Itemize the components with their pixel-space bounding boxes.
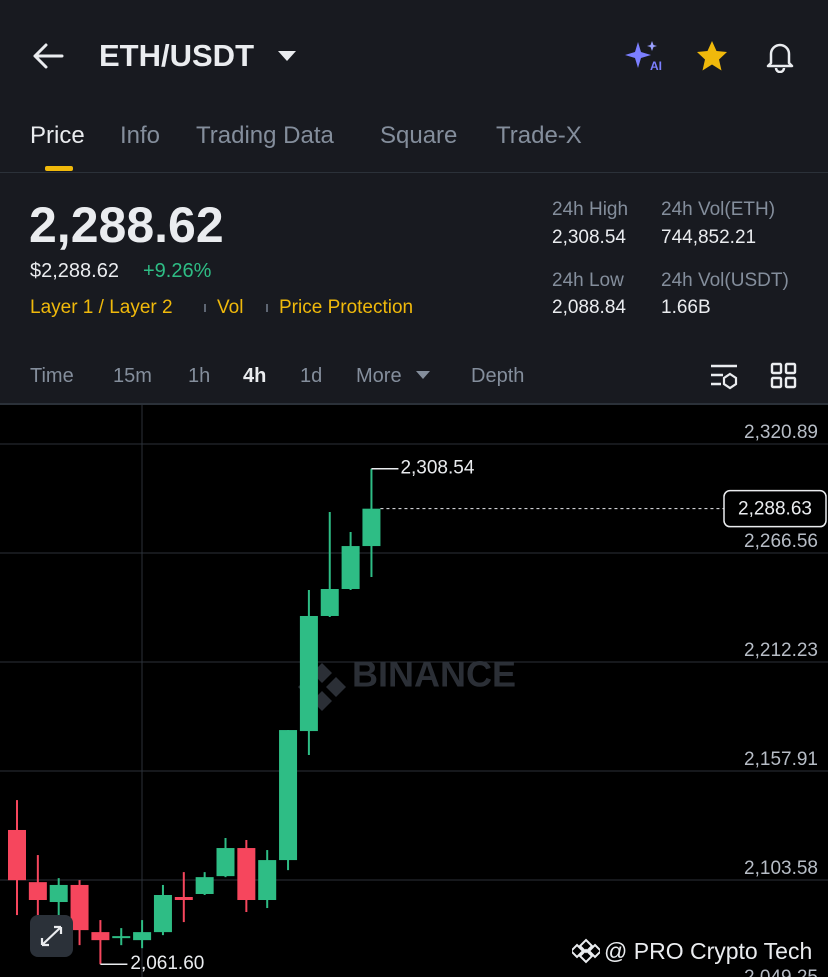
high-marker-label: 2,308.54 — [400, 458, 474, 479]
y-tick-label: 2,157.91 — [744, 749, 818, 770]
y-tick-label: 2,266.56 — [744, 531, 818, 552]
price-change: +9.26% — [143, 260, 212, 282]
interval[interactable]: More — [356, 365, 402, 387]
tab[interactable]: Price — [30, 122, 85, 149]
stat-label: 24h High — [552, 199, 629, 220]
tag[interactable]: Layer 1 / Layer 2 — [30, 297, 173, 318]
tab[interactable]: Trade-X — [496, 122, 582, 149]
tag[interactable]: Vol — [217, 297, 244, 318]
interval[interactable]: 1d — [300, 365, 323, 387]
candle-body — [195, 877, 214, 894]
layout-grid[interactable] — [770, 362, 798, 390]
interval[interactable]: 4h — [243, 365, 267, 387]
last-price-box — [723, 489, 827, 528]
interval[interactable]: Time — [30, 365, 74, 387]
y-tick-label: 2,049.25 — [744, 967, 818, 977]
alert-bell[interactable] — [763, 39, 797, 73]
y-tick-label: 2,103.58 — [744, 858, 818, 879]
divider — [0, 403, 828, 405]
interval[interactable]: 1h — [188, 365, 211, 387]
candle-body — [153, 894, 172, 933]
ai-badge: AI — [650, 59, 662, 73]
candle-body — [91, 932, 110, 941]
candle-body — [299, 615, 318, 732]
candle-body — [279, 730, 298, 861]
candle-body — [341, 546, 360, 589]
pair-dropdown[interactable] — [277, 50, 297, 62]
candle-body — [8, 829, 26, 881]
stat-value: 2,088.84 — [552, 297, 626, 318]
fiat-price: $2,288.62 — [30, 260, 119, 282]
watermark-text: BINANCE — [352, 654, 516, 695]
separator — [266, 304, 268, 312]
stat-label: 24h Vol(USDT) — [661, 270, 789, 291]
candle-body — [237, 848, 256, 901]
candle-body — [174, 897, 193, 901]
candle-body — [320, 588, 339, 616]
fullscreen-button[interactable] — [30, 915, 73, 957]
tab[interactable]: Square — [380, 122, 458, 149]
divider — [0, 172, 828, 173]
indicator-settings[interactable] — [709, 362, 739, 390]
last-price: 2,288.62 — [29, 197, 224, 253]
stat-value: 2,308.54 — [552, 227, 626, 248]
candle-body — [112, 936, 131, 939]
tag[interactable]: Price Protection — [279, 297, 414, 318]
candle-body — [133, 932, 152, 941]
candle-body — [216, 848, 235, 877]
candle-body — [258, 860, 277, 901]
tab[interactable]: Info — [120, 122, 161, 149]
pair-title[interactable]: ETH/USDT — [99, 38, 254, 73]
candle-body — [70, 884, 89, 931]
tab-indicator — [45, 166, 73, 171]
candle-body — [28, 882, 47, 901]
favorite-star[interactable] — [695, 40, 729, 72]
footer-logo — [572, 938, 600, 964]
candlestick-chart: BINANCE 2,320.89 2,266.56 2,212.23 2,157.91… — [0, 405, 828, 977]
stat-value: 1.66B — [661, 297, 711, 318]
back-button[interactable] — [32, 40, 66, 72]
y-tick-label: 2,212.23 — [744, 640, 818, 661]
y-tick-label: 2,320.89 — [744, 422, 818, 443]
stat-label: 24h Vol(ETH) — [661, 199, 776, 220]
separator — [204, 304, 206, 312]
footer-credit: @ PRO Crypto Tech — [604, 938, 813, 964]
interval[interactable]: Depth — [471, 365, 525, 387]
interval[interactable]: 15m — [113, 365, 152, 387]
low-marker-label: 2,061.60 — [130, 953, 204, 974]
stat-value: 744,852.21 — [661, 227, 757, 248]
more-caret[interactable] — [416, 371, 430, 380]
ai-icon[interactable]: AI — [624, 40, 664, 76]
candle-body — [362, 508, 381, 547]
last-price-label: 2,288.63 — [738, 499, 812, 520]
tab[interactable]: Trading Data — [196, 122, 334, 149]
candle-body — [49, 884, 68, 903]
stat-label: 24h Low — [552, 270, 624, 291]
